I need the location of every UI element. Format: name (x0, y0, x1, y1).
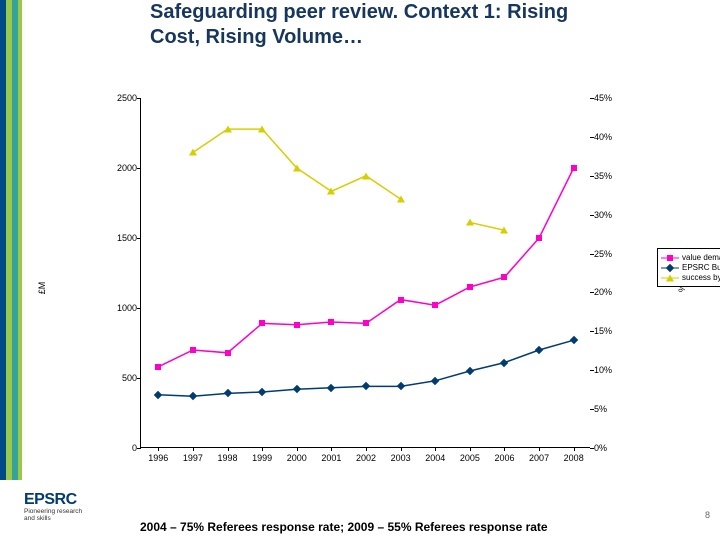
x-tick: 1999 (252, 453, 272, 463)
legend-label: success by no. (682, 273, 720, 282)
chart: 050010001500200025000%5%10%15%20%25%30%3… (100, 98, 630, 478)
data-point (397, 196, 405, 203)
y1-tick: 2500 (103, 93, 137, 103)
x-tick: 2003 (391, 453, 411, 463)
y1-tick: 0 (103, 443, 137, 453)
x-tick: 1996 (148, 453, 168, 463)
x-tick: 2006 (494, 453, 514, 463)
data-point (467, 284, 473, 290)
y2-tick: 35% (594, 171, 624, 181)
y2-tick: 25% (594, 249, 624, 259)
data-point (536, 235, 542, 241)
legend-item: success by no. (661, 273, 720, 282)
page-number: 8 (705, 510, 710, 520)
x-tick: 1997 (183, 453, 203, 463)
x-tick: 2005 (460, 453, 480, 463)
plot-area: 050010001500200025000%5%10%15%20%25%30%3… (140, 98, 590, 448)
data-point (190, 347, 196, 353)
legend-label: value demand (682, 253, 720, 262)
data-point (294, 322, 300, 328)
y2-tick: 10% (594, 365, 624, 375)
y2-tick: 45% (594, 93, 624, 103)
y2-tick: 5% (594, 404, 624, 414)
x-tick: 2002 (356, 453, 376, 463)
logo-subtitle: Pioneering research and skills (24, 509, 94, 522)
y2-tick: 15% (594, 326, 624, 336)
legend-item: value demand (661, 253, 720, 262)
legend-item: EPSRC Budget (661, 263, 720, 272)
x-tick: 2004 (425, 453, 445, 463)
left-accent-stripes (0, 0, 22, 480)
x-tick: 2000 (287, 453, 307, 463)
x-tick: 2001 (321, 453, 341, 463)
data-point (501, 274, 507, 280)
data-point (500, 227, 508, 234)
data-point (293, 165, 301, 172)
y1-tick: 1500 (103, 233, 137, 243)
data-point (362, 172, 370, 179)
data-point (225, 350, 231, 356)
y1-tick: 1000 (103, 303, 137, 313)
data-point (327, 188, 335, 195)
epsrc-logo: EPSRC Pioneering research and skills (24, 491, 94, 522)
y1-axis-label: £M (37, 282, 47, 295)
y2-tick: 30% (594, 210, 624, 220)
data-point (224, 126, 232, 133)
y2-tick: 40% (594, 132, 624, 142)
x-tick: 2008 (564, 453, 584, 463)
data-point (466, 219, 474, 226)
data-point (259, 320, 265, 326)
data-point (571, 165, 577, 171)
data-point (432, 302, 438, 308)
chart-lines (141, 98, 590, 447)
logo-text: EPSRC (24, 491, 94, 509)
data-point (363, 320, 369, 326)
y2-tick: 0% (594, 443, 624, 453)
y1-tick: 2000 (103, 163, 137, 173)
data-point (258, 126, 266, 133)
data-point (398, 297, 404, 303)
y1-tick: 500 (103, 373, 137, 383)
footer-note: 2004 – 75% Referees response rate; 2009 … (140, 520, 548, 534)
data-point (189, 149, 197, 156)
page-title: Safeguarding peer review. Context 1: Ris… (150, 0, 600, 50)
legend-label: EPSRC Budget (682, 263, 720, 272)
data-point (328, 319, 334, 325)
data-point (155, 364, 161, 370)
x-tick: 2007 (529, 453, 549, 463)
legend: value demandEPSRC Budgetsuccess by no. (657, 248, 720, 287)
x-tick: 1998 (218, 453, 238, 463)
y2-tick: 20% (594, 287, 624, 297)
